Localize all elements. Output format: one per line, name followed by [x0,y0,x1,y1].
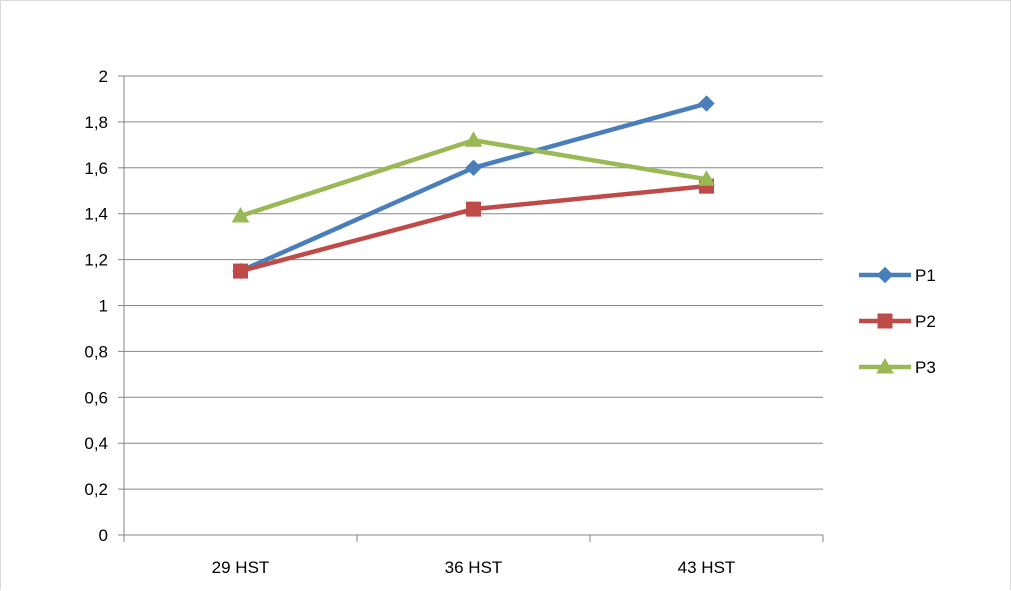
legend-marker-p2 [877,313,893,329]
data-point-p1 [465,159,482,177]
legend-item-p2: P2 [859,312,936,331]
y-tick-label: 1,6 [84,159,108,178]
y-tick-labels: 0 0,2 0,4 0,6 0,8 1 1,2 1,4 1,6 1,8 2 [84,67,108,545]
series-lines [231,95,716,280]
x-tick-label: 43 HST [678,558,736,577]
x-tick-label: 36 HST [445,558,503,577]
series-line-p1 [238,101,709,274]
data-point-p3 [464,131,483,147]
y-tick-label: 1,8 [84,113,108,132]
y-tick-label: 0 [99,526,108,545]
x-tick-label: 29 HST [212,558,270,577]
legend-item-p1: P1 [859,266,936,285]
x-tick-labels: 29 HST 36 HST 43 HST [212,558,736,577]
y-tick-label: 1,4 [84,205,108,224]
data-point-p2 [233,263,248,279]
series-line-p2 [238,183,709,274]
y-tick-label: 0,8 [84,342,108,361]
legend-label-p2: P2 [915,312,936,331]
legend-label-p3: P3 [915,358,936,377]
legend-label-p1: P1 [915,266,936,285]
data-point-p1 [698,95,715,112]
y-tick-label: 0,6 [84,388,108,407]
legend: P1 P2 P3 [859,266,936,377]
y-tick-label: 2 [99,67,108,86]
data-point-p3 [697,170,716,186]
y-tick-label: 0,2 [84,480,108,499]
legend-item-p3: P3 [859,357,936,377]
y-tick-label: 1 [99,297,108,316]
axes [118,75,824,542]
data-point-p2 [466,201,481,217]
y-tick-label: 1,2 [84,251,108,270]
legend-marker-p1 [876,266,894,284]
data-point-p3 [231,206,250,223]
legend-marker-p3 [876,357,894,374]
y-tick-label: 0,4 [84,434,108,453]
